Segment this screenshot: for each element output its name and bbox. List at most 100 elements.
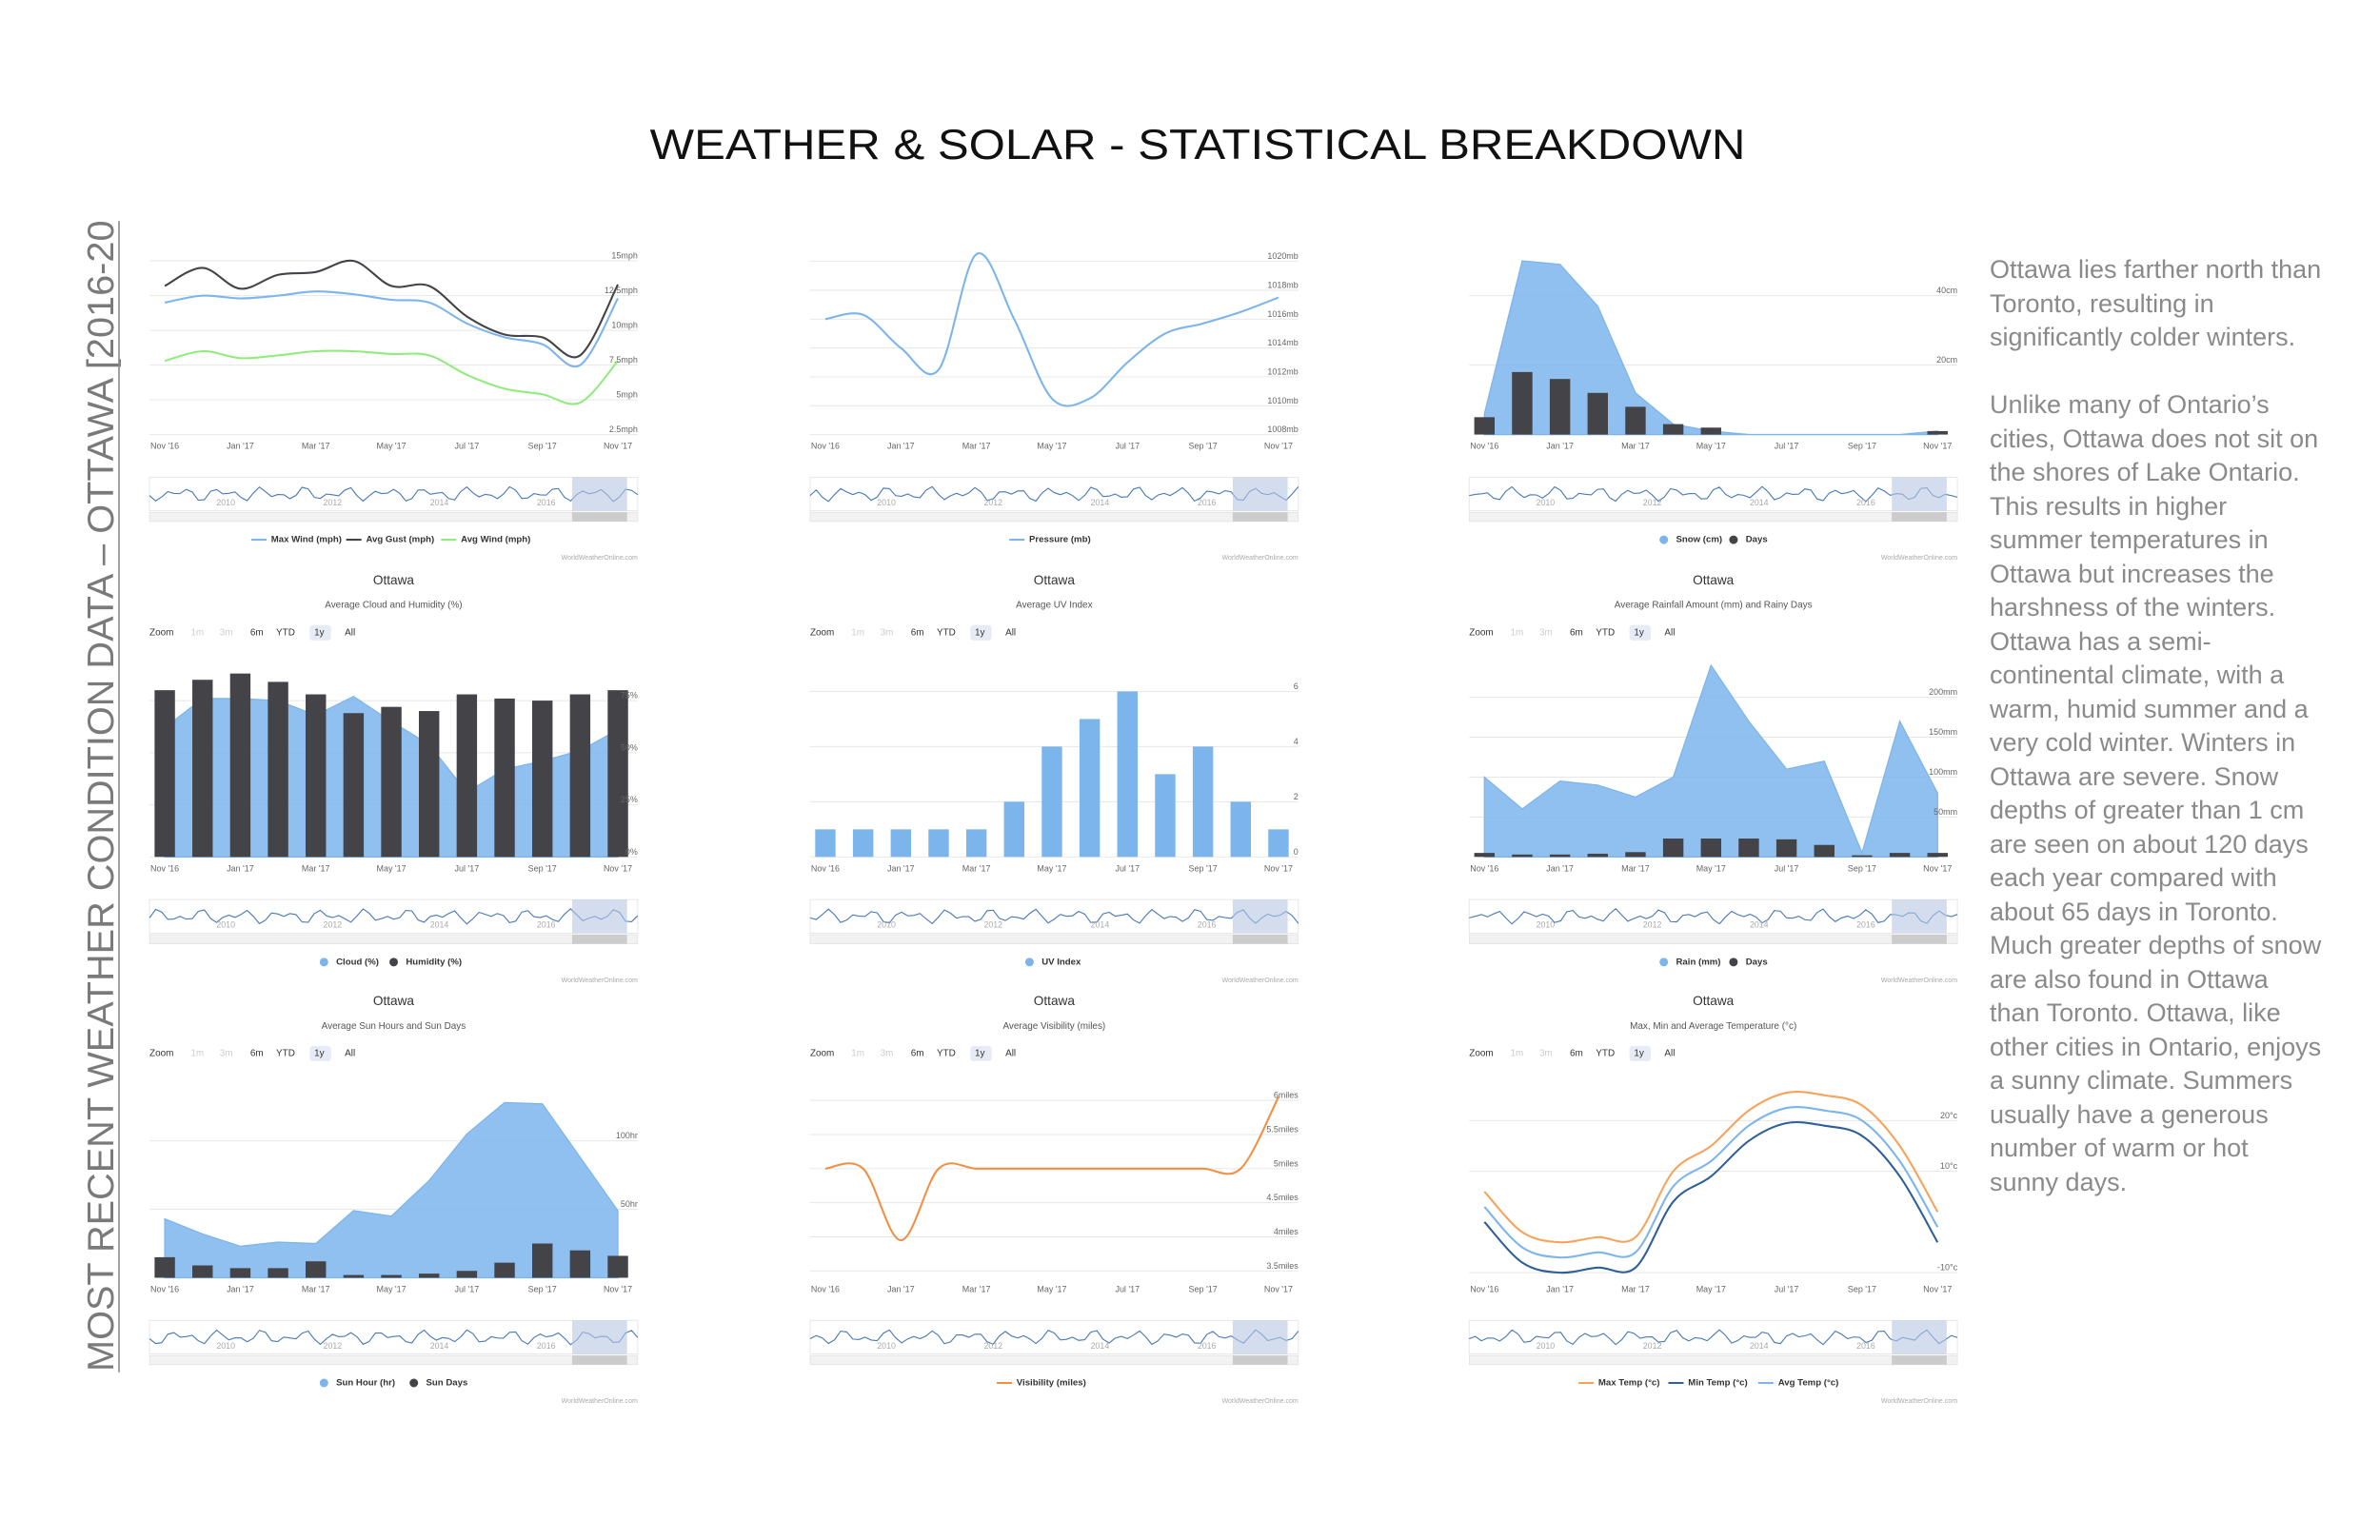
zoom-button[interactable]: 3m [220, 1049, 233, 1059]
chart-title: Ottawa [373, 994, 415, 1008]
zoom-button[interactable]: YTD [937, 1049, 956, 1059]
zoom-button[interactable]: 6m [250, 1049, 264, 1059]
zoom-button[interactable]: YTD [937, 627, 956, 638]
navigator-selection[interactable] [1232, 899, 1288, 934]
scrollbar[interactable] [809, 1354, 1299, 1366]
scrollbar-thumb[interactable] [1232, 512, 1288, 522]
zoom-button[interactable]: 1m [851, 627, 864, 638]
legend-label[interactable]: Avg Wind (mph) [461, 535, 530, 545]
scrollbar[interactable] [1468, 1354, 1958, 1366]
zoom-button[interactable]: All [1005, 627, 1016, 638]
scrollbar[interactable] [1468, 934, 1958, 944]
zoom-button[interactable]: 1y [1634, 627, 1644, 638]
legend-label[interactable]: Rain (mm) [1676, 957, 1720, 967]
legend-label[interactable]: Snow (cm) [1676, 535, 1722, 545]
y-tick-label: 0 [1294, 847, 1299, 857]
zoom-button[interactable]: 1m [190, 1049, 204, 1059]
legend-label[interactable]: Avg Gust (mph) [366, 535, 434, 545]
zoom-button[interactable]: YTD [276, 1049, 295, 1059]
legend-label[interactable]: Humidity (%) [406, 957, 462, 967]
legend-label[interactable]: Max Wind (mph) [271, 535, 342, 545]
scrollbar[interactable] [1468, 511, 1958, 523]
zoom-button[interactable]: 1m [1511, 1049, 1524, 1059]
navigator-selection[interactable] [1232, 1320, 1288, 1354]
zoom-button[interactable]: YTD [276, 627, 295, 638]
zoom-button[interactable]: 1m [190, 627, 204, 638]
scrollbar-thumb[interactable] [1892, 512, 1947, 522]
scrollbar-thumb[interactable] [1892, 935, 1947, 944]
navigator-selection[interactable] [1892, 1320, 1947, 1354]
legend-label[interactable]: Avg Temp (°c) [1778, 1378, 1839, 1389]
x-tick-label: Jul '17 [1115, 1285, 1140, 1294]
x-tick-label: Jul '17 [455, 1285, 480, 1294]
zoom-button[interactable]: 1y [975, 627, 985, 638]
navigator [149, 476, 639, 512]
scrollbar-thumb[interactable] [1232, 1355, 1288, 1365]
scrollbar[interactable] [809, 934, 1299, 944]
zoom-button[interactable]: 6m [1570, 1049, 1583, 1059]
navigator-selection[interactable] [1892, 899, 1947, 934]
scrollbar[interactable] [149, 511, 639, 523]
navigator-selection[interactable] [1232, 477, 1288, 511]
scrollbar-thumb[interactable] [571, 1355, 627, 1365]
navigator-year: 2016 [1198, 1341, 1217, 1351]
zoom-button[interactable]: 1y [314, 1049, 325, 1059]
zoom-button[interactable]: 3m [881, 627, 894, 638]
navigator-selection[interactable] [571, 1320, 627, 1354]
zoom-label: Zoom [149, 1049, 173, 1059]
zoom-button[interactable]: All [345, 1049, 355, 1059]
legend-label[interactable]: Max Temp (°c) [1598, 1378, 1660, 1389]
legend-label[interactable]: Days [1746, 535, 1768, 545]
legend-label[interactable]: Min Temp (°c) [1688, 1378, 1747, 1389]
zoom-button[interactable]: 6m [911, 1049, 924, 1059]
x-tick-label: Jan '17 [887, 442, 915, 451]
zoom-label: Zoom [1469, 1049, 1493, 1059]
scrollbar[interactable] [149, 1354, 639, 1366]
legend-label[interactable]: Pressure (mb) [1029, 535, 1091, 545]
legend-label[interactable]: Sun Hour (hr) [336, 1378, 395, 1389]
legend-label[interactable]: Sun Days [426, 1378, 468, 1389]
zoom-button[interactable]: 3m [881, 1049, 894, 1059]
bar [381, 706, 402, 858]
zoom-button[interactable]: 1y [975, 1049, 985, 1059]
zoom-button[interactable]: 1m [1511, 627, 1524, 638]
zoom-button[interactable]: 6m [250, 627, 264, 638]
scrollbar-thumb[interactable] [571, 512, 627, 522]
zoom-button[interactable]: 6m [1570, 627, 1583, 638]
zoom-button[interactable]: 3m [1539, 627, 1553, 638]
x-tick-label: Jan '17 [227, 442, 254, 451]
chart-subtitle: Average Sun Hours and Sun Days [322, 1021, 466, 1032]
scrollbar[interactable] [149, 934, 639, 944]
zoom-button[interactable]: 6m [911, 627, 924, 638]
zoom-button[interactable]: All [1664, 1049, 1675, 1059]
legend-label[interactable]: Visibility (miles) [1017, 1378, 1086, 1389]
y-tick-label: 1018mb [1267, 281, 1298, 290]
legend-label[interactable]: Cloud (%) [336, 957, 379, 967]
zoom-button[interactable]: 1y [314, 627, 325, 638]
navigator-year: 2010 [1537, 1341, 1556, 1351]
zoom-button[interactable]: YTD [1596, 627, 1615, 638]
zoom-button[interactable]: 1m [851, 1049, 864, 1059]
navigator-year: 2016 [1856, 920, 1875, 930]
credit: WorldWeatherOnline.com [1222, 1398, 1299, 1405]
chart-subtitle: Average Visibility (miles) [1003, 1021, 1106, 1032]
bar [1927, 430, 1948, 435]
zoom-button[interactable]: YTD [1596, 1049, 1615, 1059]
zoom-button[interactable]: 1y [1634, 1049, 1644, 1059]
legend-label[interactable]: Days [1746, 957, 1768, 967]
scrollbar-thumb[interactable] [1232, 935, 1288, 944]
y-tick-label: 2.5mph [609, 424, 638, 434]
chart-panel: Ottawa Max, Min and Average Temperature (… [1468, 994, 1958, 1405]
scrollbar-thumb[interactable] [571, 935, 627, 944]
navigator-selection[interactable] [1892, 477, 1947, 511]
zoom-button[interactable]: All [1664, 627, 1675, 638]
navigator-selection[interactable] [571, 477, 627, 511]
zoom-button[interactable]: All [345, 627, 355, 638]
legend-label[interactable]: UV Index [1041, 957, 1081, 967]
scrollbar-thumb[interactable] [1892, 1355, 1947, 1365]
navigator-selection[interactable] [571, 899, 627, 934]
zoom-button[interactable]: All [1005, 1049, 1016, 1059]
scrollbar[interactable] [809, 511, 1299, 523]
zoom-button[interactable]: 3m [1539, 1049, 1553, 1059]
zoom-button[interactable]: 3m [220, 627, 233, 638]
